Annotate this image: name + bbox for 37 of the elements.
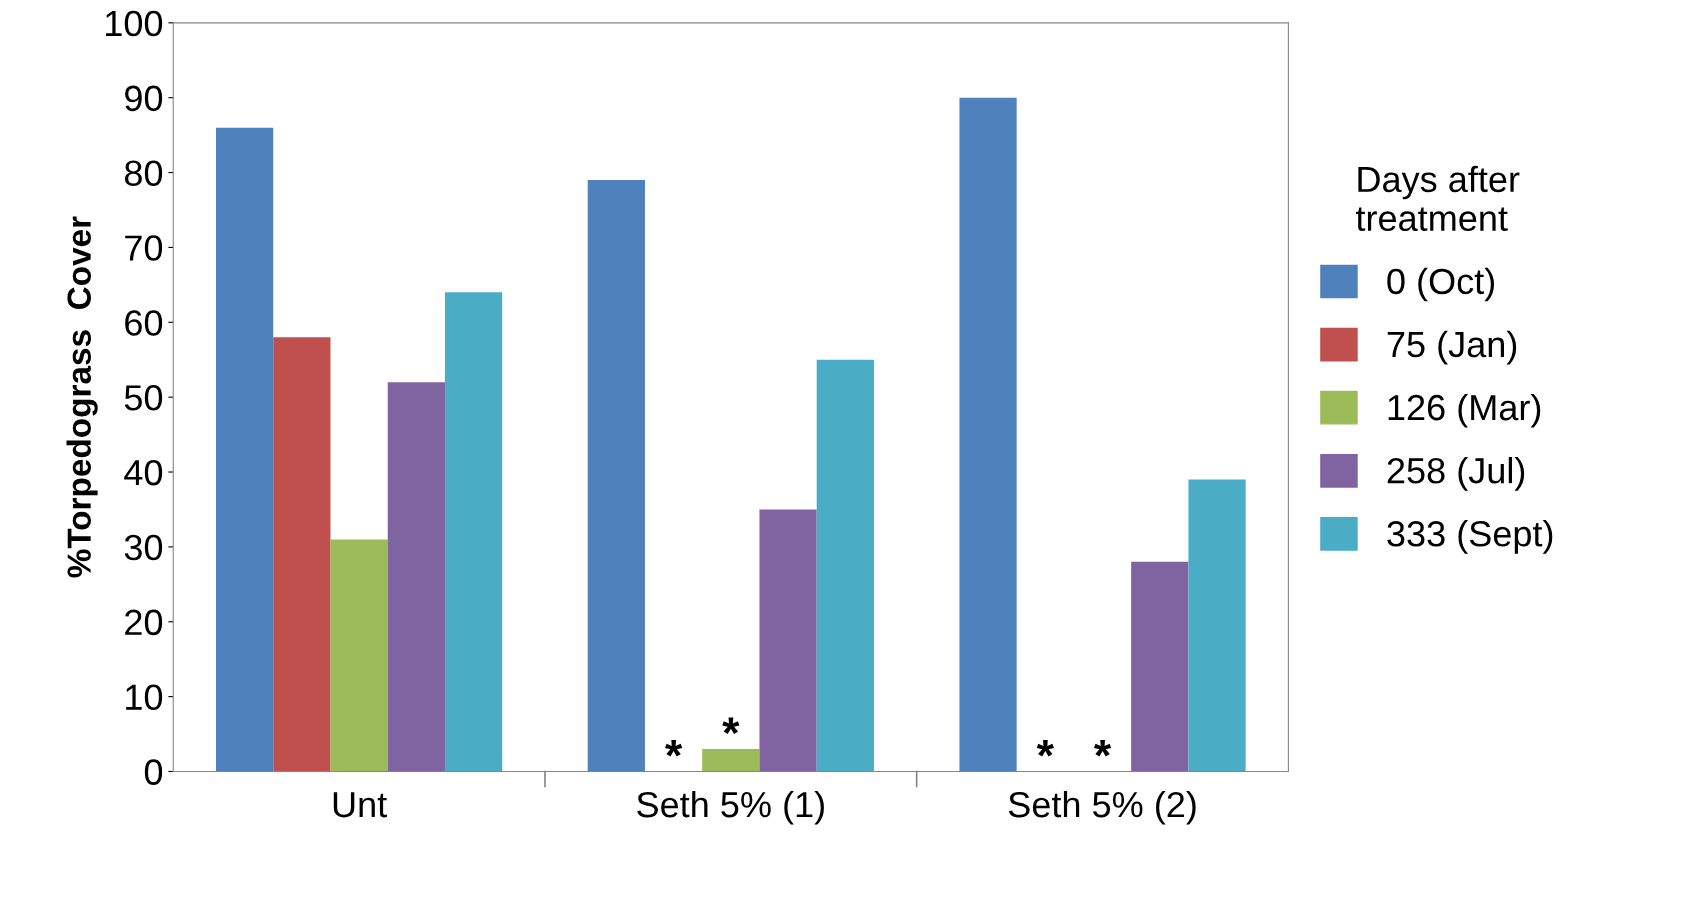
- y-axis-title: %Torpedograss Cover: [66, 216, 98, 578]
- bar: [330, 539, 388, 772]
- annotation: *: [722, 717, 740, 735]
- bar: [1188, 479, 1246, 772]
- y-tick-label: 90: [125, 85, 163, 112]
- annotation: *: [1036, 740, 1054, 757]
- y-tick-label: 30: [124, 534, 163, 561]
- y-tick-label: 0: [144, 759, 163, 785]
- bar: [959, 97, 1017, 772]
- x-tick-label: Seth 5% (2): [1008, 790, 1196, 825]
- legend-label: 333 (Sept): [1387, 520, 1553, 554]
- y-tick-label: 20: [125, 609, 163, 636]
- legend-label: 0 (Oct): [1387, 267, 1495, 302]
- y-tick-label: 80: [124, 160, 163, 186]
- y-tick-label: 100: [106, 10, 163, 37]
- legend-label: 126 (Mar): [1388, 393, 1541, 428]
- annotation: *: [1094, 740, 1112, 757]
- y-tick-label: 60: [125, 310, 163, 336]
- bar: [215, 127, 274, 772]
- bar: [702, 749, 760, 772]
- bar: [1131, 561, 1189, 772]
- y-tick-label: 50: [124, 385, 163, 411]
- bar: [273, 337, 331, 772]
- bar: [816, 359, 874, 772]
- y-tick-label: 10: [126, 684, 163, 711]
- x-tick-label: Seth 5% (1): [637, 790, 824, 825]
- y-tick-label: 70: [125, 235, 163, 261]
- annotation: *: [665, 740, 683, 757]
- x-tick-label: Unt: [333, 792, 387, 818]
- bar: [587, 180, 645, 772]
- legend-label: 75 (Jan): [1387, 330, 1517, 365]
- legend-title: Days after treatment: [1355, 165, 1520, 232]
- bar: [444, 292, 503, 772]
- bar: [387, 382, 445, 772]
- legend-label: 258 (Jul): [1387, 457, 1525, 491]
- y-tick-label: 40: [124, 459, 163, 486]
- bar: [759, 509, 817, 772]
